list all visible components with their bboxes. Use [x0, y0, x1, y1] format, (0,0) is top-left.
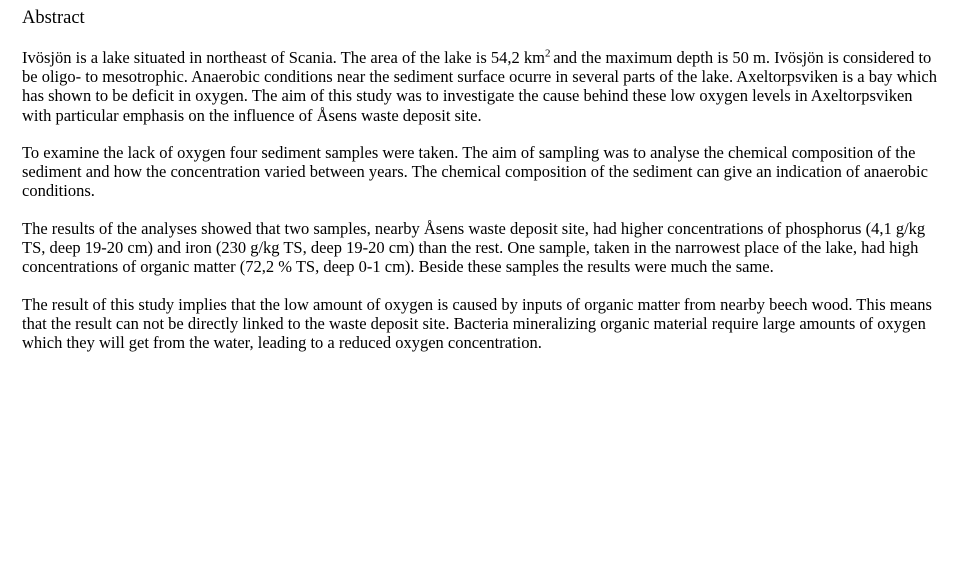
paragraph-1-text-a: Ivösjön is a lake situated in northeast …	[22, 48, 545, 67]
paragraph-4: The result of this study implies that th…	[22, 295, 938, 353]
paragraph-2: To examine the lack of oxygen four sedim…	[22, 143, 938, 201]
superscript-2: 2	[545, 47, 553, 59]
abstract-heading: Abstract	[22, 8, 938, 30]
document-page: Abstract Ivösjön is a lake situated in n…	[0, 0, 960, 353]
paragraph-3: The results of the analyses showed that …	[22, 219, 938, 277]
paragraph-1: Ivösjön is a lake situated in northeast …	[22, 48, 938, 125]
